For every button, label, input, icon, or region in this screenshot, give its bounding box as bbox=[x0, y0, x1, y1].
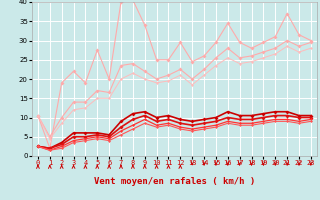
X-axis label: Vent moyen/en rafales ( km/h ): Vent moyen/en rafales ( km/h ) bbox=[94, 177, 255, 186]
